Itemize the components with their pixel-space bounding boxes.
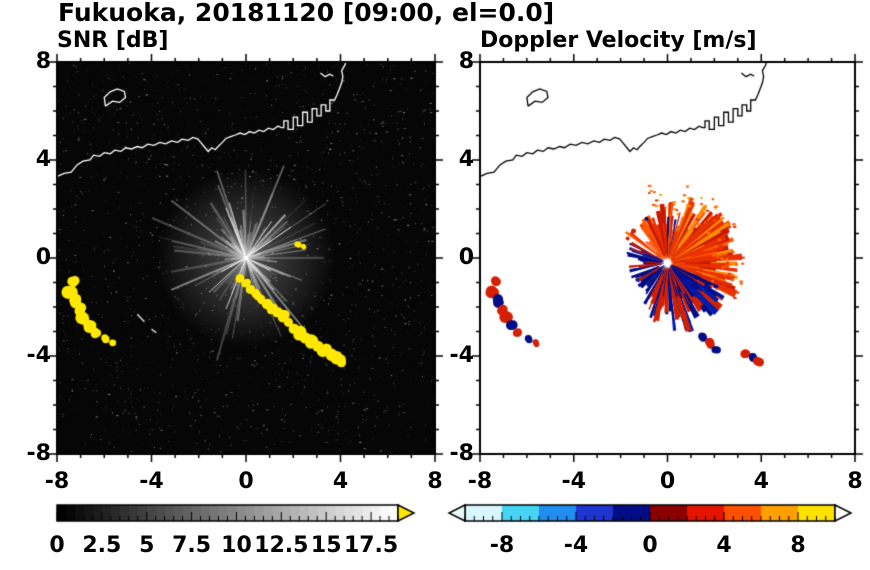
snr-xtick-label: -8 bbox=[44, 469, 70, 494]
snr-colorbar-label: 15 bbox=[310, 533, 342, 558]
snr-xtick-label: -4 bbox=[139, 469, 164, 494]
snr-xtick-label: 4 bbox=[332, 469, 349, 494]
doppler-colorbar-label: -8 bbox=[489, 533, 515, 558]
snr-ytick-label: -8 bbox=[26, 441, 51, 466]
snr-ytick-label: 4 bbox=[35, 147, 51, 172]
snr-colorbar-label: 10 bbox=[221, 533, 252, 558]
snr-xtick-label: 8 bbox=[427, 469, 443, 494]
snr-ytick-label: -4 bbox=[26, 343, 51, 368]
doppler-ytick-label: 0 bbox=[458, 245, 474, 270]
snr-colorbar-label: 0 bbox=[49, 533, 65, 558]
doppler-colorbar-label: 4 bbox=[716, 533, 732, 558]
doppler-colorbar-label: 8 bbox=[790, 533, 806, 558]
doppler-xtick-label: -8 bbox=[467, 469, 493, 494]
doppler-ytick-label: -4 bbox=[449, 343, 474, 368]
snr-colorbar-label: 2.5 bbox=[82, 533, 122, 558]
doppler-colorbar-label: 0 bbox=[642, 533, 658, 558]
doppler-ytick-label: 8 bbox=[458, 49, 474, 74]
doppler-colorbar-label: -4 bbox=[563, 533, 589, 558]
doppler-xtick-label: -4 bbox=[561, 469, 586, 494]
snr-ytick-label: 0 bbox=[35, 245, 51, 270]
doppler-xtick-label: 8 bbox=[847, 469, 863, 494]
figure-title: Fukuoka, 20181120 [09:00, el=0.0] bbox=[58, 0, 555, 27]
doppler-xtick-label: 4 bbox=[753, 469, 769, 494]
snr-colorbar-label: 5 bbox=[139, 533, 155, 558]
snr-colorbar-label: 12.5 bbox=[254, 533, 309, 558]
doppler-xtick-label: 0 bbox=[659, 469, 676, 494]
snr-colorbar-label: 7.5 bbox=[172, 533, 212, 558]
doppler-ytick-label: -8 bbox=[449, 441, 474, 466]
doppler-ytick-label: 4 bbox=[458, 147, 474, 172]
snr-xtick-label: 0 bbox=[238, 469, 254, 494]
doppler-panel-title: Doppler Velocity [m/s] bbox=[480, 28, 757, 53]
snr-panel-title: SNR [dB] bbox=[57, 28, 169, 53]
snr-ytick-label: 8 bbox=[35, 49, 51, 74]
snr-colorbar-label: 17.5 bbox=[343, 533, 399, 558]
